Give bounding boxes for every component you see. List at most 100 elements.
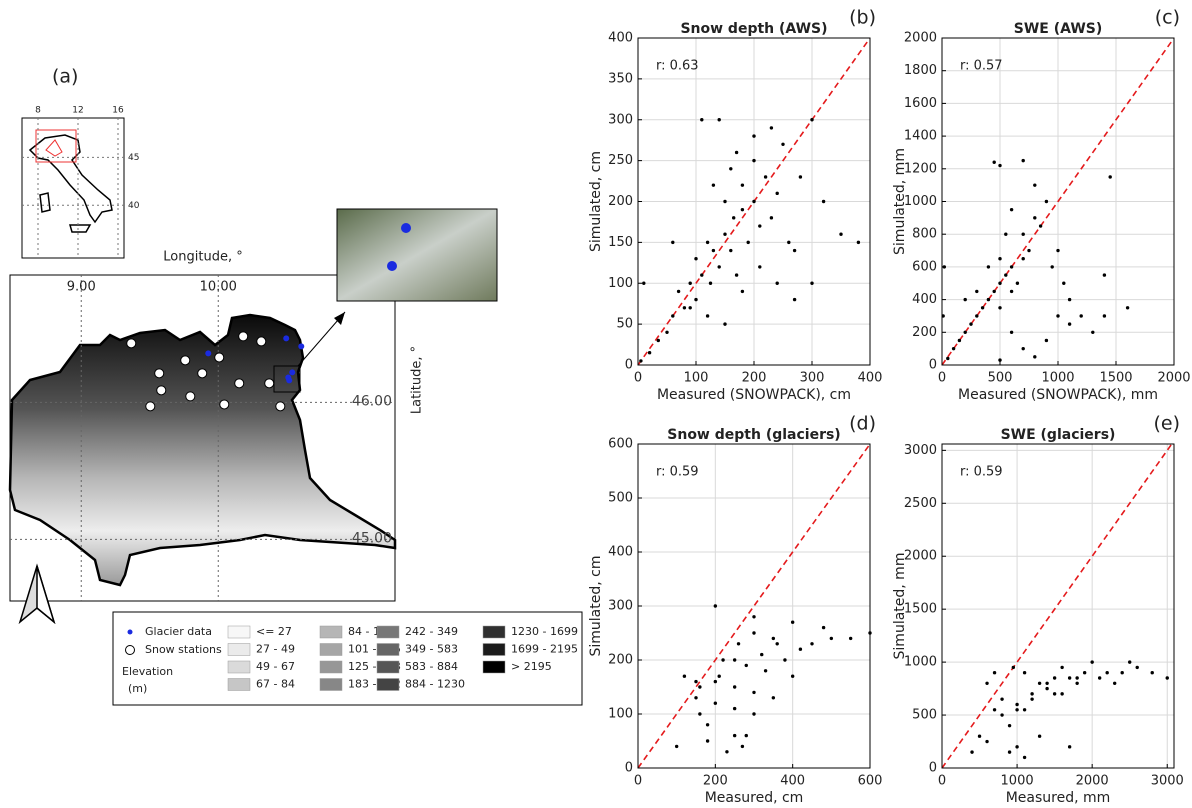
point	[1022, 671, 1027, 675]
chart-title: SWE (glaciers)	[1001, 427, 1116, 443]
y-tick-label: 1200	[904, 161, 937, 176]
annotation: r: 0.57	[960, 59, 1003, 74]
plot-frame	[637, 443, 871, 769]
point	[810, 642, 814, 646]
station-marker	[185, 391, 196, 402]
point	[694, 257, 698, 261]
point	[775, 191, 779, 196]
point	[717, 674, 721, 678]
x-tick-label: 600	[858, 774, 883, 789]
point	[1075, 681, 1079, 685]
point	[1135, 665, 1139, 670]
legend-label: 884 - 1230	[405, 678, 465, 691]
y-tick-label: 300	[608, 112, 633, 127]
point	[998, 257, 1002, 261]
point	[1021, 232, 1025, 236]
x-tick-label: 400	[780, 774, 805, 789]
x-axis-label: Longitude, °	[163, 250, 242, 265]
point	[856, 240, 861, 245]
plot-frame	[941, 37, 1175, 366]
point	[810, 281, 814, 285]
point	[698, 685, 702, 689]
point	[1050, 265, 1054, 269]
point	[688, 281, 692, 285]
point	[705, 314, 710, 318]
point	[821, 625, 826, 630]
station-marker	[238, 331, 249, 342]
point	[810, 118, 814, 122]
legend-label: 242 - 349	[405, 625, 458, 638]
point	[1067, 297, 1072, 302]
point	[1015, 281, 1020, 285]
point	[1021, 257, 1025, 261]
point	[1021, 346, 1025, 351]
x-axis-label: Measured, mm	[1006, 790, 1111, 806]
point	[1067, 676, 1072, 680]
x-tick-label: 10.00	[200, 280, 237, 295]
x-tick-label: 1000	[1041, 371, 1074, 386]
point	[1021, 158, 1025, 163]
point	[1007, 750, 1012, 754]
point	[992, 289, 996, 294]
point	[711, 183, 716, 187]
y-tick-label: 1400	[904, 129, 937, 144]
panel-label: (b)	[849, 7, 876, 29]
y-tick-label: 100	[608, 707, 633, 722]
y-tick-label: 45.00	[352, 530, 392, 546]
y-tick-label: 400	[912, 292, 937, 307]
y-tick-label: 1000	[904, 194, 937, 209]
y-tick-label: 50	[616, 317, 633, 332]
point	[705, 240, 710, 245]
point	[1165, 676, 1169, 680]
point	[1105, 671, 1109, 675]
point	[752, 712, 756, 716]
point	[752, 615, 756, 619]
point	[1062, 281, 1066, 285]
legend-swatch	[319, 625, 343, 639]
station-marker	[214, 352, 225, 363]
station-marker	[180, 355, 191, 366]
point	[1009, 207, 1014, 212]
point	[1075, 676, 1079, 680]
point	[1033, 183, 1037, 187]
legend-swatch	[482, 643, 506, 656]
point	[1037, 681, 1042, 685]
inset-y-tick-label: 40	[128, 201, 140, 211]
point	[1004, 232, 1008, 236]
point	[694, 696, 698, 700]
point	[992, 671, 997, 675]
x-tick-label: 200	[703, 774, 728, 789]
point	[1037, 734, 1042, 738]
inset-region	[45, 139, 63, 157]
point	[752, 199, 756, 204]
point	[705, 739, 710, 743]
point	[1091, 330, 1095, 334]
point	[1030, 692, 1034, 696]
y-tick-label: 300	[608, 599, 633, 614]
point	[734, 150, 739, 155]
point	[1067, 322, 1072, 326]
x-tick-label: 300	[800, 371, 825, 386]
legend-swatch	[376, 643, 400, 656]
point	[775, 642, 779, 646]
point	[1128, 660, 1132, 664]
point	[771, 696, 776, 700]
legend-label: Elevation	[122, 665, 173, 678]
point	[790, 674, 795, 678]
point	[705, 723, 710, 727]
point	[760, 652, 764, 657]
annotation: r: 0.63	[656, 59, 699, 74]
legend-label: > 2195	[511, 660, 552, 673]
point	[740, 183, 745, 187]
reference-line	[637, 443, 871, 769]
y-tick-label: 150	[608, 235, 633, 250]
glacier-marker	[289, 369, 296, 376]
point	[986, 265, 991, 269]
point	[963, 297, 967, 302]
point	[839, 232, 843, 236]
point	[729, 167, 733, 171]
point	[744, 663, 748, 668]
point	[647, 351, 652, 355]
x-tick-label: 2000	[1076, 774, 1109, 789]
point	[1015, 745, 1019, 749]
